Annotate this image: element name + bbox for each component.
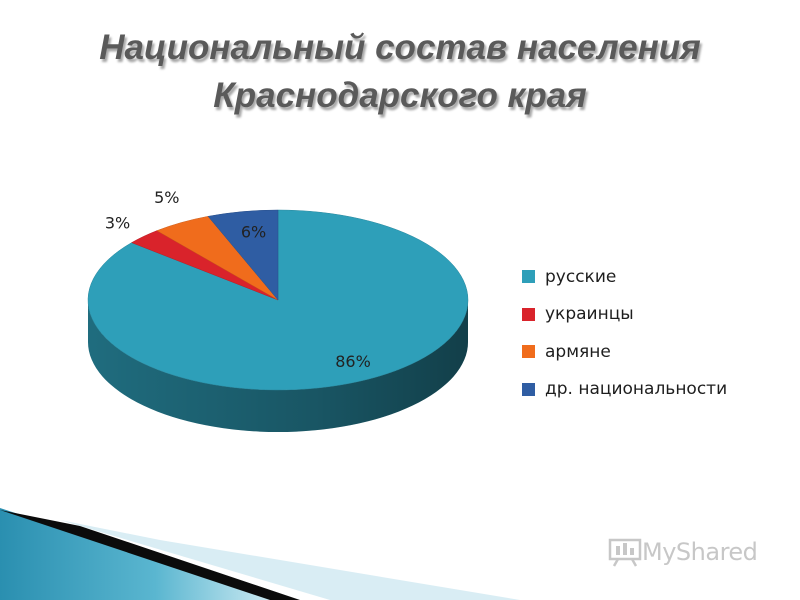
legend-label: др. национальности xyxy=(545,379,728,400)
legend-item-0: русские xyxy=(522,258,727,296)
title-line-2: Краснодарского края xyxy=(213,76,587,115)
data-label-украинцы: 3% xyxy=(105,214,130,233)
data-label-др. национальности: 6% xyxy=(241,222,266,241)
legend-label: украинцы xyxy=(545,304,634,325)
pie-side-shading-0-0 xyxy=(88,300,468,432)
legend-item-1: украинцы xyxy=(522,296,727,334)
data-label-русские: 86% xyxy=(335,352,371,371)
legend-swatch xyxy=(522,270,535,284)
legend-swatch xyxy=(522,307,535,321)
chart-legend: русские украинцы армяне др. национальности xyxy=(522,258,727,408)
legend-item-2: армяне xyxy=(522,333,727,371)
legend-swatch xyxy=(522,345,535,359)
watermark-text: MyShared xyxy=(642,538,758,566)
legend-label: армяне xyxy=(545,341,611,362)
watermark: MyShared xyxy=(608,537,758,567)
pie-slice-др. национальности xyxy=(207,209,279,301)
legend-label: русские xyxy=(545,266,617,287)
legend-swatch xyxy=(522,382,535,396)
title-line-1: Национальный состав населения xyxy=(99,28,701,67)
presentation-board-icon xyxy=(608,538,642,567)
legend-item-3: др. национальности xyxy=(522,371,727,409)
data-label-армяне: 5% xyxy=(154,188,179,207)
page-title: Национальный состав населения Краснодарс… xyxy=(0,24,800,120)
